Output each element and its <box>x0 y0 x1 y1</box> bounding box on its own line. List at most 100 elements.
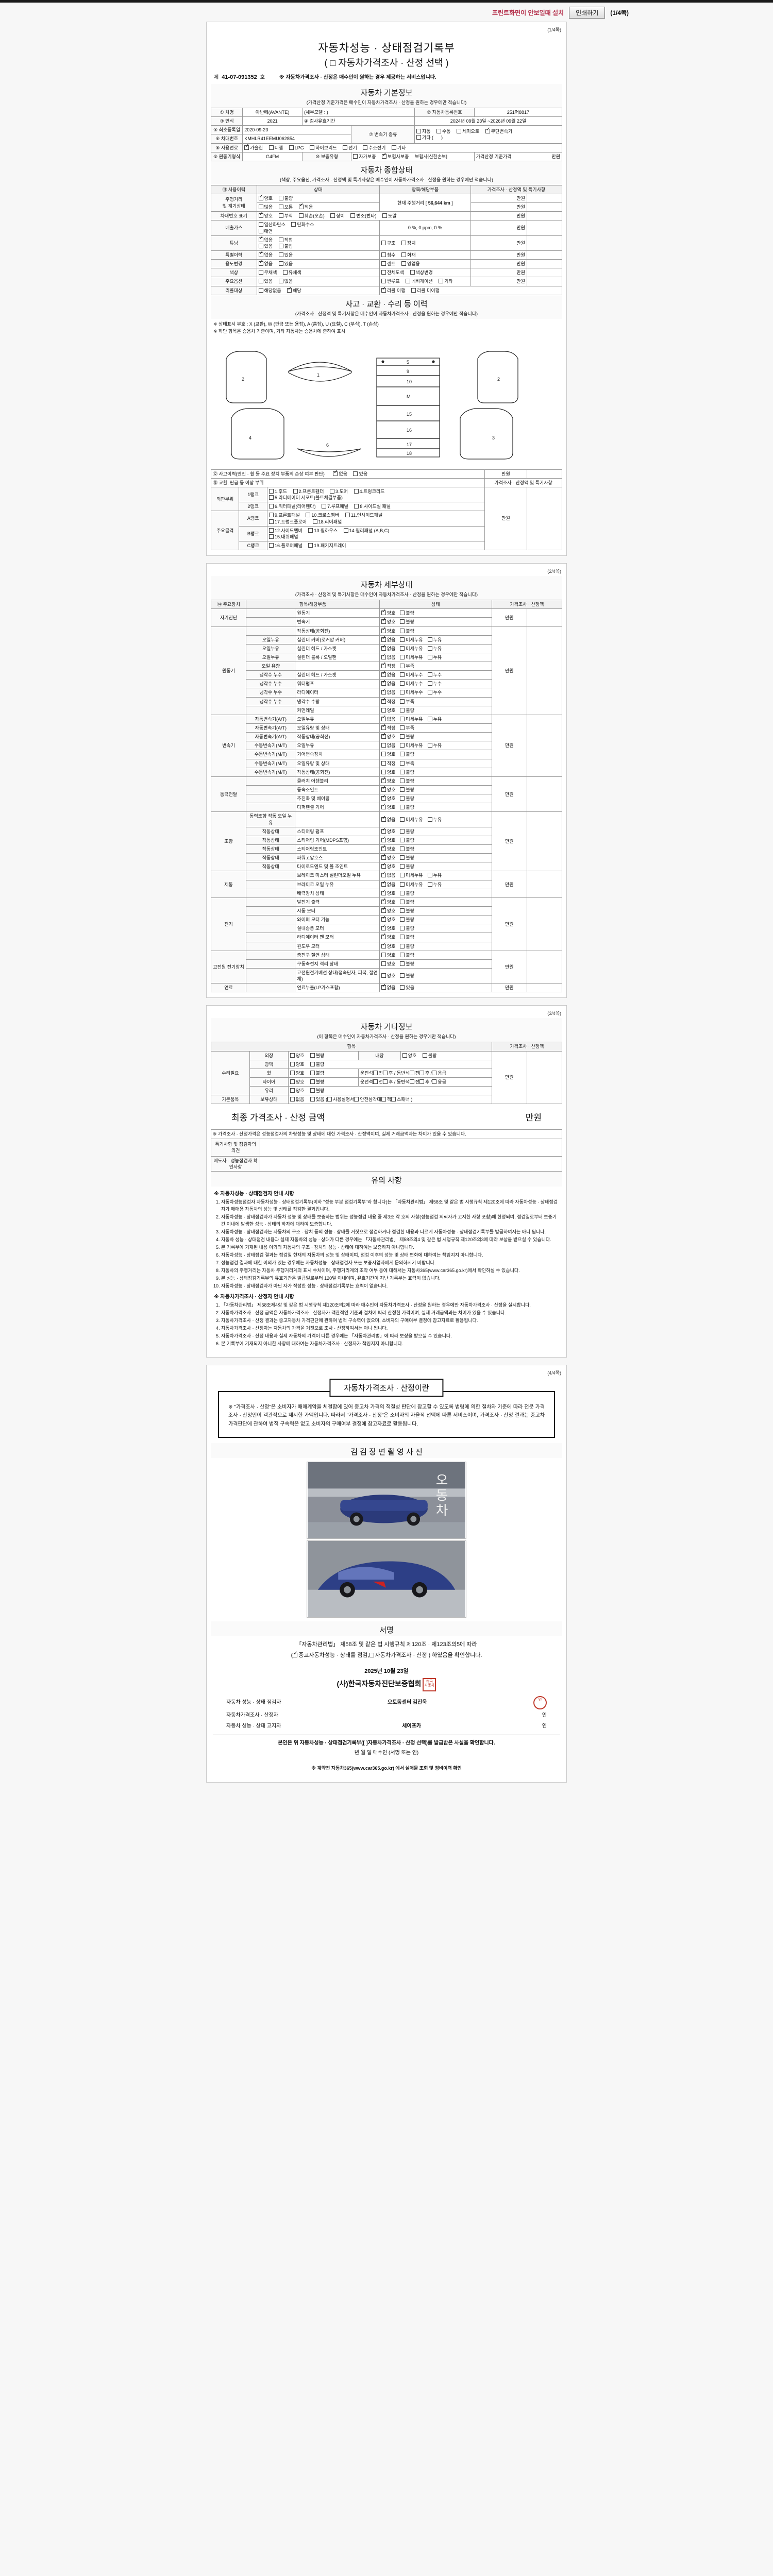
state-option[interactable]: 불량 <box>400 961 414 967</box>
state-option[interactable]: 불량 <box>400 628 414 634</box>
checkbox-icon[interactable] <box>290 1070 295 1075</box>
state-option[interactable]: 부족 <box>400 699 414 705</box>
checkbox-icon[interactable] <box>391 1097 396 1102</box>
checkbox-icon[interactable] <box>400 926 405 931</box>
checkbox-icon[interactable] <box>381 777 386 783</box>
state-option[interactable]: 없음 <box>381 680 395 687</box>
fuel-option-diesel[interactable]: 디젤 <box>268 145 283 151</box>
checkbox-icon[interactable] <box>278 237 283 242</box>
checkbox-icon[interactable] <box>400 664 405 669</box>
color-achromatic[interactable]: 무채색 <box>258 269 277 276</box>
checkbox-icon[interactable] <box>310 145 315 150</box>
checkbox-icon[interactable] <box>268 488 274 494</box>
checkbox-icon[interactable] <box>268 534 274 539</box>
state-option[interactable]: 양호 <box>381 845 395 852</box>
state-option[interactable]: 양호 <box>381 952 395 958</box>
state-option[interactable]: 양호 <box>381 973 395 979</box>
checkbox-icon[interactable] <box>400 725 405 731</box>
checkbox-icon[interactable] <box>436 128 442 133</box>
part-side-member[interactable]: 12.사이드멤버 <box>268 528 303 534</box>
checkbox-icon[interactable] <box>400 837 405 842</box>
checkbox-icon[interactable] <box>330 213 335 218</box>
state-option[interactable]: 양호 <box>381 907 395 914</box>
exterior-good[interactable]: 양호 <box>290 1053 304 1059</box>
price-input[interactable] <box>526 277 563 286</box>
checkbox-icon[interactable] <box>382 213 388 218</box>
state-option[interactable]: 미세누유 <box>400 872 423 878</box>
tuning-legal[interactable]: 적법 <box>278 237 293 243</box>
checkbox-icon[interactable] <box>381 627 386 633</box>
part-front-fender[interactable]: 2.프론트휀더 <box>293 488 324 495</box>
checkbox-icon[interactable] <box>354 504 359 509</box>
state-option[interactable]: 적정 <box>381 724 395 731</box>
trans-option-manual[interactable]: 수동 <box>436 128 451 134</box>
part-hood[interactable]: 1.후드 <box>268 488 287 495</box>
checkbox-icon[interactable] <box>427 690 432 695</box>
checkbox-icon[interactable] <box>400 846 405 852</box>
checkbox-icon[interactable] <box>258 270 263 275</box>
checkbox-icon[interactable] <box>400 890 405 895</box>
price-input[interactable] <box>526 259 563 269</box>
usechange-exist[interactable]: 있음 <box>278 261 293 267</box>
checkbox-icon[interactable] <box>373 1070 378 1075</box>
tuning-device[interactable]: 장치 <box>401 240 416 246</box>
part-roof-panel[interactable]: 7.루프패널 <box>322 503 348 510</box>
checkbox-icon[interactable] <box>381 786 386 792</box>
state-option[interactable]: 불량 <box>400 855 414 861</box>
checkbox-icon[interactable] <box>258 222 263 227</box>
checkbox-icon[interactable] <box>400 917 405 922</box>
device-price-input[interactable] <box>526 983 563 993</box>
checkbox-icon[interactable] <box>268 145 274 150</box>
checkbox-icon[interactable] <box>329 488 334 494</box>
special-exist[interactable]: 있음 <box>278 252 293 258</box>
tuning-exist[interactable]: 있음 <box>258 243 273 249</box>
checkbox-icon[interactable] <box>350 213 356 218</box>
checkbox-icon[interactable] <box>416 128 421 133</box>
checkbox-icon[interactable] <box>333 470 338 476</box>
checkbox-icon[interactable] <box>382 152 386 159</box>
part-cross-member[interactable]: 10.크로스멤버 <box>306 512 339 518</box>
part-rear-panel[interactable]: 18.리어패널 <box>312 519 342 525</box>
checkbox-icon[interactable] <box>401 261 406 266</box>
state-option[interactable]: 양호 <box>381 854 395 861</box>
state-option[interactable]: 양호 <box>381 777 395 784</box>
part-trunk-floor[interactable]: 17.트렁크플로어 <box>268 519 307 525</box>
recall-notdone[interactable]: 리콜 미이행 <box>411 287 440 294</box>
checkbox-icon[interactable] <box>381 854 386 860</box>
checkbox-icon[interactable] <box>278 261 283 266</box>
checkbox-icon[interactable] <box>298 213 304 218</box>
special-fire[interactable]: 화재 <box>401 252 416 258</box>
state-option[interactable]: 미세누수 <box>400 681 423 687</box>
state-option[interactable]: 양호 <box>381 751 395 757</box>
state-option[interactable]: 불량 <box>400 610 414 616</box>
checkbox-icon[interactable] <box>381 794 386 801</box>
part-door[interactable]: 3.도어 <box>329 488 348 495</box>
checkbox-icon[interactable] <box>400 681 405 686</box>
device-price-input[interactable] <box>526 897 563 951</box>
state-option[interactable]: 불량 <box>400 917 414 923</box>
state-option[interactable]: 미세누수 <box>400 672 423 678</box>
checkbox-icon[interactable] <box>422 1053 427 1058</box>
q13-price-input[interactable] <box>526 486 563 551</box>
checkbox-icon[interactable] <box>381 636 386 642</box>
state-option[interactable]: 양호 <box>381 707 395 714</box>
checkbox-icon[interactable] <box>312 519 317 524</box>
tuning-illegal[interactable]: 불법 <box>278 243 293 249</box>
state-option[interactable]: 불량 <box>400 769 414 775</box>
checkbox-icon[interactable] <box>400 908 405 913</box>
items-exist[interactable]: 있음 (사용설명서 안전삼각대 잭 스패너 ) <box>310 1096 412 1103</box>
checkbox-icon[interactable] <box>327 1097 332 1102</box>
checkbox-icon[interactable] <box>373 1079 378 1084</box>
glass-good[interactable]: 양호 <box>290 1088 304 1094</box>
state-option[interactable]: 양호 <box>381 836 395 843</box>
color-fullpaint[interactable]: 전체도색 <box>381 269 404 276</box>
checkbox-icon[interactable] <box>381 743 386 748</box>
checkbox-icon[interactable] <box>427 637 432 642</box>
polish-good[interactable]: 양호 <box>290 1061 304 1067</box>
vinmark-damage[interactable]: 훼손(오손) <box>298 213 325 219</box>
special-flood[interactable]: 침수 <box>381 252 395 258</box>
emission-hc[interactable]: 탄화수소 <box>291 222 314 228</box>
checkbox-icon[interactable] <box>400 637 405 642</box>
checkbox-icon[interactable] <box>419 1070 425 1075</box>
state-option[interactable]: 누유 <box>427 872 442 878</box>
